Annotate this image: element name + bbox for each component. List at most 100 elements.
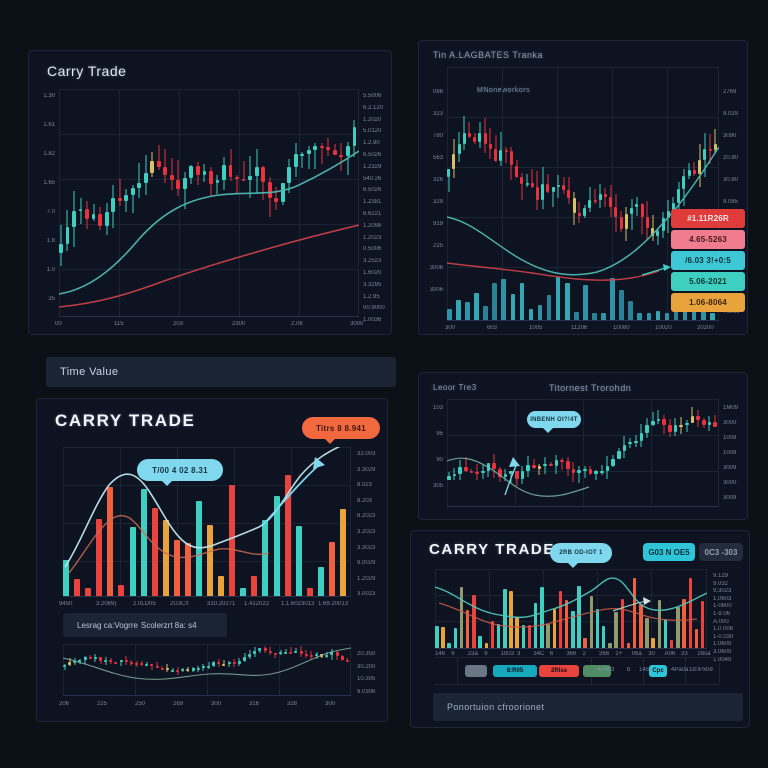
candlestick: [306, 89, 311, 317]
tag-pill[interactable]: 8:R05: [493, 665, 537, 677]
bar: [527, 624, 532, 649]
candlestick: [677, 67, 681, 267]
candlestick: [98, 89, 102, 317]
candlestick: [661, 67, 665, 267]
bar: [456, 300, 461, 321]
axis-tick-label: 1.6020: [363, 270, 382, 276]
tag-pill[interactable]: [465, 665, 487, 677]
axis-tick-label: 300: [325, 701, 336, 707]
bar: [700, 601, 705, 649]
tag-chip[interactable]: Cpc: [649, 665, 667, 677]
tag-pill[interactable]: [583, 665, 611, 677]
candlestick: [687, 67, 691, 267]
bar: [620, 599, 625, 649]
trend-lines-top-left: [59, 150, 359, 308]
axis-tick-label: 3.3029: [357, 466, 376, 473]
bar: [694, 629, 699, 649]
time-value-banner[interactable]: Time Value: [46, 357, 396, 387]
candlestick: [543, 399, 547, 507]
candlestick: [537, 399, 542, 507]
candlestick: [492, 399, 496, 507]
candlestick: [635, 67, 639, 267]
bar: [284, 475, 291, 597]
bar: [546, 623, 550, 649]
axis-tick-label: 10080: [613, 325, 630, 331]
axis-tick-label: 115: [114, 321, 124, 327]
bubble-bottom-right-cyan[interactable]: 2RB OD-IOT 1: [550, 543, 612, 568]
candlestick: [708, 67, 712, 267]
axis-tick-label: 5.0120: [363, 128, 382, 135]
bar: [664, 312, 670, 321]
bar: [453, 627, 458, 649]
bar: [484, 642, 489, 649]
tag-legend-row[interactable]: 8:R05 2Rlss Cpc 4P403 b 145s 4Pa0a 1d:IPx0d: [435, 657, 720, 685]
candlestick: [617, 399, 621, 507]
mid-left-legend-bar[interactable]: Lesrag ca:Vogrre: [63, 613, 227, 637]
candlestick: [284, 644, 288, 696]
candlestick: [111, 89, 116, 317]
candlestick: [645, 399, 649, 507]
candlestick: [137, 89, 142, 317]
legend-badge[interactable]: 1.06-8064: [671, 293, 745, 312]
panel-bottom-right-plot: [435, 569, 707, 649]
axis-tick-label: 3009: [723, 465, 737, 471]
candlestick: [104, 89, 109, 317]
bar: [96, 518, 103, 597]
bar: [537, 304, 543, 321]
bubble-mid-left-orange-label: Titrs 8 8.941: [315, 423, 366, 433]
candlestick: [145, 644, 149, 696]
candlestick: [253, 644, 257, 696]
legend-badge[interactable]: 4.65-5263: [671, 230, 745, 249]
axis-tick-label: 3006: [429, 265, 443, 271]
axis-tick-label: 9.029: [723, 111, 739, 117]
axis-tick-label: 225: [432, 243, 443, 249]
axis-tick-label: 10.305: [357, 676, 376, 682]
bottom-footer-bar[interactable]: Ponortuion cfroorionet: [433, 693, 743, 721]
axis-tick-label: 1.2029: [357, 575, 376, 582]
axis-tick-label: 250: [135, 701, 146, 707]
legend-badge[interactable]: 5.06-2021: [671, 272, 745, 291]
legend-right-label: Scolerzrt 8a: s4: [141, 620, 197, 630]
filter-pill-inactive[interactable]: 0C3 -303: [699, 543, 743, 561]
axis-tick-label: 225: [97, 701, 108, 707]
filter-pill-active[interactable]: G03 N OE5: [643, 543, 695, 561]
bar: [509, 591, 513, 649]
axis-tick-label: 2.0LD05: [133, 601, 156, 607]
axis-tick-label: 1M09: [723, 405, 739, 411]
bubble-mid-right-cyan[interactable]: INBENH OI?!4T: [527, 411, 581, 433]
bottom-footer-label: Ponortuion cfroorionet: [447, 702, 545, 712]
candlestick: [258, 644, 262, 696]
candlestick: [651, 399, 655, 507]
bar: [447, 308, 452, 321]
candlestick: [634, 399, 638, 507]
bar: [555, 277, 561, 321]
candlestick: [509, 67, 513, 267]
candlestick: [577, 67, 581, 267]
bar: [273, 495, 280, 597]
bar: [162, 520, 169, 597]
bar: [317, 566, 324, 597]
mid-left-legend-bar-2[interactable]: Scolerzrt 8a: s4: [127, 613, 233, 637]
axis-tick-label: 2.06: [291, 321, 303, 327]
candlestick: [228, 89, 233, 317]
bar: [515, 616, 519, 649]
bubble-mid-left-orange[interactable]: Titrs 8 8.941: [302, 417, 380, 444]
candlestick: [458, 399, 462, 507]
bar: [601, 312, 606, 321]
axis-tick-label: 3: [517, 651, 521, 657]
bar: [651, 638, 655, 649]
tag-pill[interactable]: 2Rlss: [539, 665, 579, 677]
bar: [151, 508, 158, 597]
legend-badge[interactable]: /6.03 3!+0:5: [671, 251, 745, 270]
legend-badge[interactable]: #1.11R26R: [671, 209, 745, 228]
candlestick: [630, 67, 634, 267]
axis-tick-label: 33: [681, 651, 688, 657]
bar: [229, 484, 236, 597]
bar: [610, 277, 615, 321]
candlestick: [567, 67, 571, 267]
candlestick: [156, 89, 161, 317]
bubble-mid-left-cyan[interactable]: T/00 4 02 8.31: [137, 459, 223, 486]
bar: [474, 292, 479, 321]
candlestick: [235, 89, 239, 317]
